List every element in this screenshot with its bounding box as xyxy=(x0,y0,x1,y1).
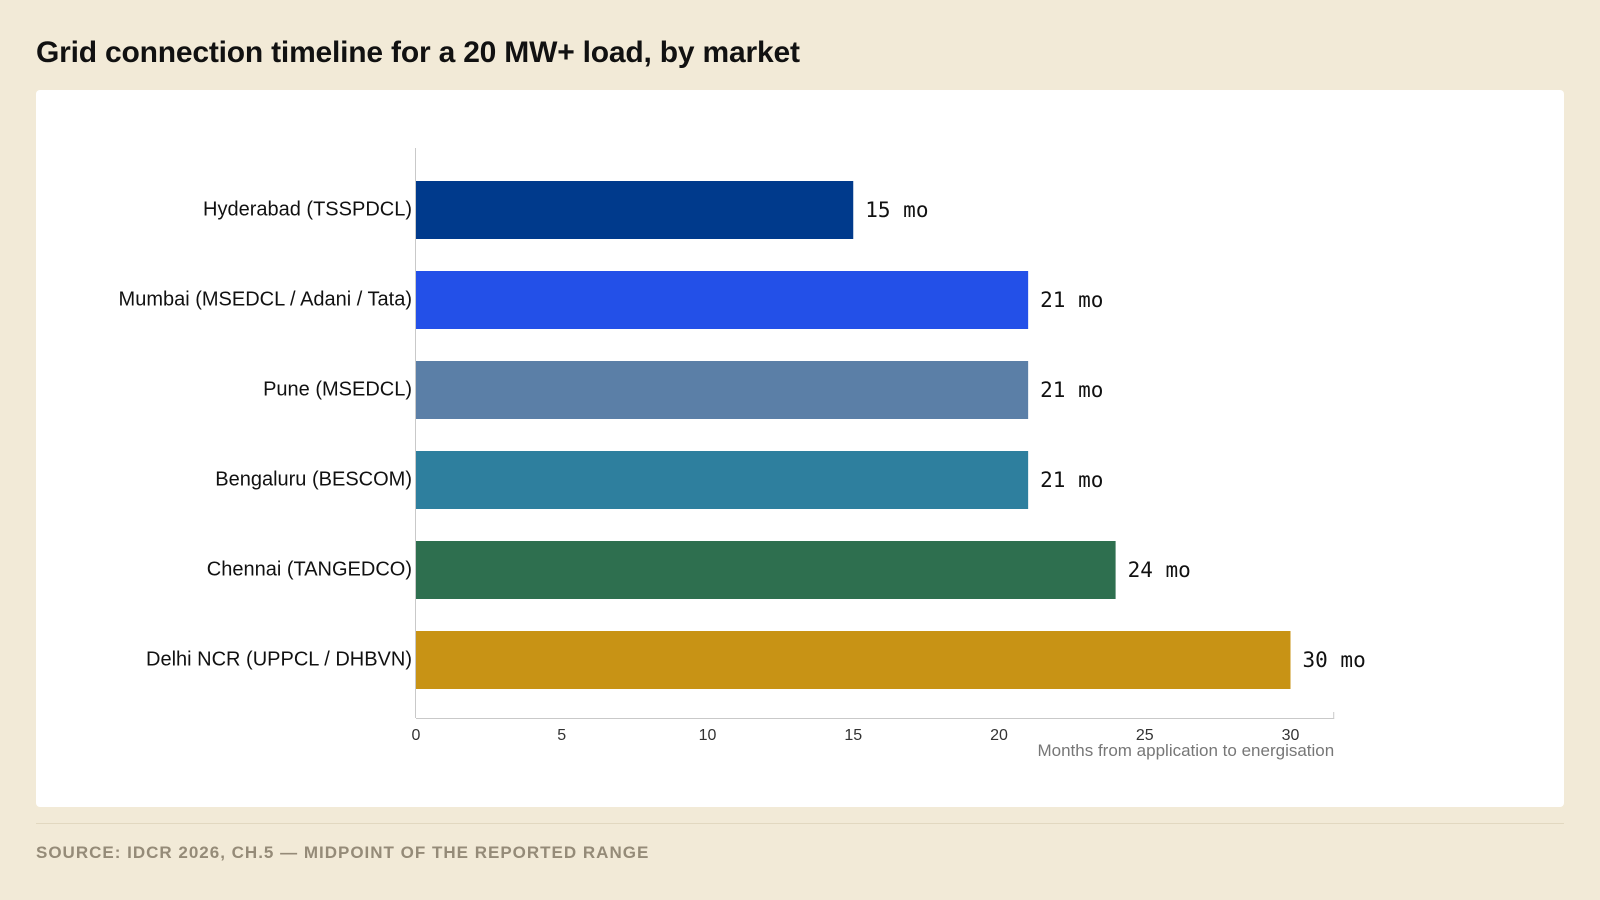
bar xyxy=(416,361,1029,419)
x-tick-label: 25 xyxy=(1136,727,1154,744)
bar xyxy=(416,271,1029,329)
x-tick-label: 10 xyxy=(699,727,717,744)
value-label: 21 mo xyxy=(1040,468,1103,492)
value-label: 30 mo xyxy=(1303,648,1366,672)
category-label: Hyderabad (TSSPDCL) xyxy=(203,198,412,220)
bar-chart: Hyderabad (TSSPDCL) Mumbai (MSEDCL / Adan… xyxy=(119,148,1366,760)
value-label: 15 mo xyxy=(865,198,928,222)
x-tick-label: 15 xyxy=(844,727,862,744)
category-labels-group: Hyderabad (TSSPDCL) Mumbai (MSEDCL / Adan… xyxy=(119,198,412,670)
source-note: SOURCE: IDCR 2026, CH.5 — MIDPOINT OF TH… xyxy=(36,843,650,862)
footer-divider xyxy=(36,823,1564,824)
value-labels-group: 15 mo 21 mo 21 mo 21 mo 24 mo 30 mo xyxy=(865,198,1365,672)
category-label: Mumbai (MSEDCL / Adani / Tata) xyxy=(119,288,412,310)
category-label: Pune (MSEDCL) xyxy=(263,378,412,400)
x-tick-label: 30 xyxy=(1282,727,1300,744)
category-label: Chennai (TANGEDCO) xyxy=(207,558,412,580)
value-label: 24 mo xyxy=(1128,558,1191,582)
bar xyxy=(416,181,854,239)
chart-card: Hyderabad (TSSPDCL) Mumbai (MSEDCL / Adan… xyxy=(36,90,1564,807)
category-label: Delhi NCR (UPPCL / DHBVN) xyxy=(146,648,412,670)
bar xyxy=(416,451,1029,509)
value-label: 21 mo xyxy=(1040,288,1103,312)
bars-group xyxy=(416,181,1291,689)
chart-title: Grid connection timeline for a 20 MW+ lo… xyxy=(36,36,800,69)
x-tick-label: 0 xyxy=(412,727,421,744)
bar xyxy=(416,631,1291,689)
value-label: 21 mo xyxy=(1040,378,1103,402)
x-tick-label: 5 xyxy=(557,727,566,744)
bar xyxy=(416,541,1116,599)
x-axis-title: Months from application to energisation xyxy=(1037,741,1334,760)
x-tick-label: 20 xyxy=(990,727,1008,744)
category-label: Bengaluru (BESCOM) xyxy=(215,468,412,490)
